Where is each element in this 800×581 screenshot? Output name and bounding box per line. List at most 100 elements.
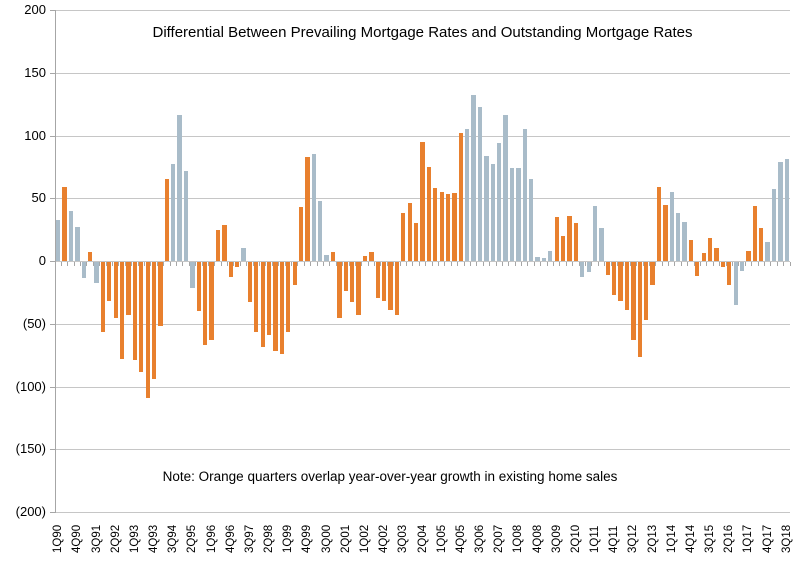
category-tick: [278, 262, 280, 266]
category-tick: [67, 262, 69, 266]
bar-4Q14: [688, 239, 694, 261]
y-axis-tick: [50, 323, 55, 325]
category-tick: [73, 262, 75, 266]
category-tick: [92, 262, 94, 266]
x-tick-label: 3Q06: [474, 524, 487, 553]
category-tick: [297, 262, 299, 266]
bar-1Q18: [771, 189, 777, 261]
category-tick: [674, 262, 676, 266]
bar-1Q03: [388, 262, 393, 310]
y-axis-tick: [50, 512, 55, 513]
bar-2Q02: [369, 252, 374, 261]
x-tick-label: 2Q04: [416, 524, 429, 553]
category-tick: [763, 262, 765, 266]
category-tick: [457, 262, 459, 266]
category-tick: [233, 262, 235, 266]
y-axis-tick: [50, 72, 55, 74]
x-tick-label: 3Q97: [243, 524, 256, 553]
bar-3Q90: [68, 210, 74, 261]
bar-1Q17: [746, 250, 751, 261]
x-tick-label: 4Q96: [224, 524, 237, 553]
category-tick: [757, 262, 759, 266]
category-tick: [303, 262, 305, 266]
x-tick-label: 1Q90: [52, 524, 65, 553]
category-tick: [271, 262, 273, 266]
bar-1Q98: [260, 262, 265, 348]
bar-1Q96: [209, 262, 214, 340]
x-tick-label: 3Q94: [167, 524, 180, 553]
category-tick: [706, 262, 708, 266]
bar-2Q12: [624, 262, 630, 310]
bar-3Q93: [145, 262, 150, 398]
bar-4Q91: [100, 262, 106, 333]
y-tick-label: 150: [24, 64, 46, 80]
bar-3Q01: [350, 262, 355, 303]
category-tick: [131, 262, 133, 266]
bar-3Q09: [554, 217, 559, 261]
gridline: [55, 10, 790, 11]
category-tick: [476, 262, 478, 266]
category-tick: [259, 262, 261, 266]
category-tick: [738, 262, 740, 266]
bar-4Q00: [330, 252, 336, 261]
bar-3Q07: [503, 115, 508, 261]
gridline: [55, 323, 790, 325]
category-tick: [482, 262, 484, 266]
x-tick-label: 1Q05: [435, 524, 448, 553]
category-tick: [725, 262, 727, 266]
category-tick: [687, 262, 689, 266]
bar-1Q05: [439, 191, 444, 261]
category-tick: [776, 262, 778, 266]
category-tick: [770, 262, 772, 266]
category-tick: [425, 262, 427, 266]
bar-1Q93: [132, 262, 138, 360]
category-tick: [175, 262, 177, 266]
bar-1Q09: [541, 258, 547, 261]
category-tick: [584, 262, 586, 266]
category-tick: [693, 262, 695, 266]
category-tick: [501, 262, 503, 266]
category-tick: [412, 262, 414, 266]
category-tick: [207, 262, 209, 266]
category-tick: [680, 262, 682, 266]
bar-3Q08: [528, 179, 534, 261]
bar-3Q91: [94, 262, 99, 284]
x-tick-label: 4Q05: [454, 524, 467, 553]
bar-3Q10: [580, 262, 585, 278]
x-tick-label: 1Q02: [358, 524, 371, 553]
bar-4Q93: [151, 262, 157, 379]
y-axis-line: [55, 10, 56, 513]
bar-3Q05: [452, 193, 457, 261]
y-axis-tick: [50, 135, 55, 137]
bar-1Q04: [413, 223, 419, 261]
category-tick: [636, 262, 638, 266]
category-tick: [418, 262, 420, 266]
bar-4Q08: [535, 257, 540, 261]
bar-4Q92: [126, 262, 131, 315]
category-tick: [597, 262, 599, 266]
bar-2Q04: [420, 141, 425, 261]
y-axis-tick: [50, 10, 55, 11]
category-tick: [252, 262, 254, 266]
bar-1Q00: [311, 154, 317, 261]
bar-4Q09: [560, 235, 566, 261]
category-tick: [623, 262, 625, 266]
bar-3Q03: [401, 213, 406, 261]
category-tick: [393, 262, 395, 266]
bar-2Q15: [701, 253, 706, 261]
category-tick: [322, 262, 324, 266]
bar-2Q07: [497, 143, 502, 261]
x-tick-label: 4Q90: [71, 524, 84, 553]
gridline: [55, 512, 790, 513]
category-tick: [508, 262, 510, 266]
category-tick: [246, 262, 248, 266]
bar-1Q06: [465, 129, 470, 261]
category-tick: [719, 262, 721, 266]
category-tick: [399, 262, 401, 266]
x-tick-label: 1Q11: [589, 525, 602, 553]
category-tick: [572, 262, 574, 266]
x-tick-label: 1Q93: [128, 524, 141, 553]
x-tick-label: 3Q00: [320, 524, 333, 553]
bar-3Q16: [733, 262, 738, 305]
category-tick: [437, 262, 439, 266]
